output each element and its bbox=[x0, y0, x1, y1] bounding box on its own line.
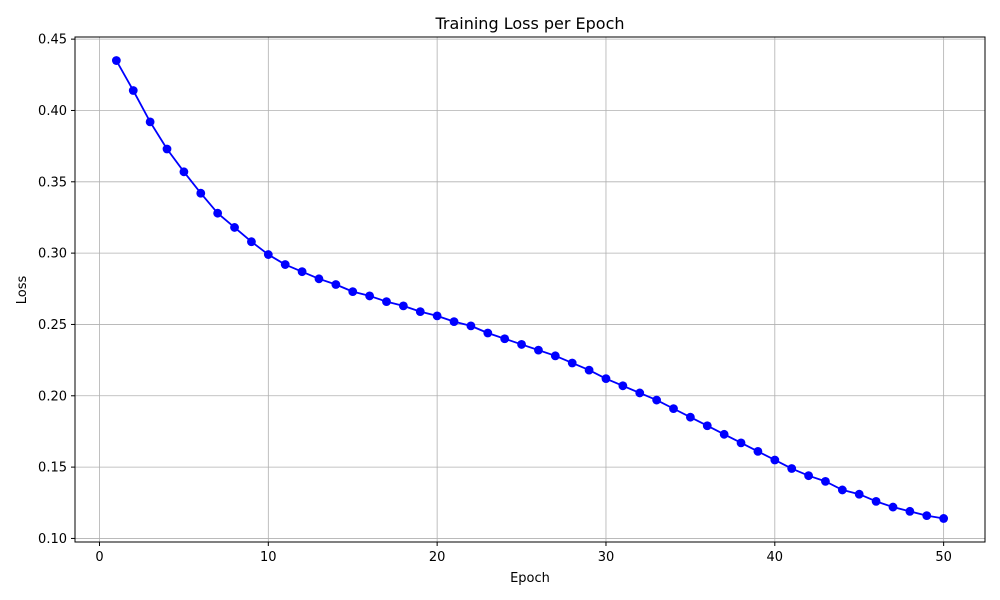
data-point bbox=[618, 381, 628, 391]
x-tick-label: 30 bbox=[598, 550, 615, 565]
data-point bbox=[432, 311, 442, 321]
data-point bbox=[247, 237, 256, 247]
y-tick-label: 0.10 bbox=[38, 532, 67, 547]
y-tick-label: 0.20 bbox=[38, 389, 67, 404]
data-point bbox=[652, 395, 662, 405]
data-point bbox=[888, 502, 898, 512]
data-point bbox=[179, 167, 189, 177]
data-point bbox=[230, 223, 239, 232]
data-point bbox=[837, 485, 847, 495]
data-point bbox=[702, 421, 712, 431]
data-point bbox=[111, 56, 121, 65]
data-point bbox=[601, 374, 611, 384]
data-point bbox=[787, 464, 797, 473]
data-point bbox=[871, 496, 881, 506]
chart-title: Training Loss per Epoch bbox=[434, 14, 624, 33]
data-point bbox=[550, 351, 560, 361]
x-axis-title: Epoch bbox=[510, 571, 550, 586]
y-tick-label: 0.40 bbox=[38, 104, 67, 119]
axis-ticks: 0 10 20 30 40 50 0.10 0.15 0.20 0.25 0.30 0.35 0.40 0… bbox=[38, 33, 952, 565]
y-axis-title: Loss bbox=[15, 276, 30, 305]
data-point bbox=[297, 267, 307, 277]
data-point bbox=[804, 471, 813, 481]
data-point bbox=[280, 260, 290, 269]
data-point bbox=[567, 358, 577, 368]
data-point bbox=[196, 188, 206, 198]
data-point bbox=[128, 86, 138, 95]
data-point bbox=[821, 476, 830, 486]
data-point bbox=[736, 438, 746, 448]
data-point bbox=[145, 117, 155, 127]
plot-frame bbox=[74, 36, 986, 543]
series-layer bbox=[111, 56, 949, 523]
y-tick-label: 0.45 bbox=[38, 33, 67, 48]
y-tick-label: 0.30 bbox=[38, 247, 67, 262]
y-tick-label: 0.25 bbox=[38, 318, 67, 333]
data-point bbox=[770, 455, 780, 465]
data-point bbox=[415, 307, 425, 317]
data-point bbox=[685, 412, 695, 422]
data-point bbox=[905, 506, 915, 516]
data-point bbox=[517, 340, 526, 349]
x-tick-label: 10 bbox=[260, 550, 277, 565]
data-point bbox=[584, 365, 594, 375]
data-point bbox=[753, 447, 763, 456]
data-point bbox=[939, 514, 949, 523]
data-point bbox=[719, 429, 729, 439]
data-point bbox=[382, 297, 391, 307]
data-point bbox=[669, 404, 678, 414]
data-point bbox=[162, 144, 172, 154]
data-point bbox=[854, 489, 864, 499]
x-tick-label: 0 bbox=[95, 550, 103, 565]
data-point bbox=[483, 328, 493, 338]
data-point bbox=[348, 287, 358, 297]
data-point bbox=[398, 301, 408, 311]
y-tick-label: 0.15 bbox=[38, 461, 67, 476]
data-point bbox=[365, 291, 375, 301]
x-tick-label: 20 bbox=[429, 550, 446, 565]
data-point bbox=[263, 250, 273, 259]
data-point bbox=[213, 208, 223, 218]
data-point bbox=[635, 388, 645, 398]
y-tick-label: 0.35 bbox=[38, 175, 67, 190]
x-tick-label: 40 bbox=[767, 550, 784, 565]
data-point bbox=[314, 274, 324, 284]
data-point bbox=[449, 317, 459, 326]
grid-lines bbox=[75, 37, 985, 542]
data-point bbox=[922, 511, 932, 521]
data-point bbox=[500, 334, 510, 344]
data-point bbox=[466, 321, 476, 331]
data-point bbox=[331, 280, 341, 289]
data-point bbox=[534, 345, 543, 355]
x-tick-label: 50 bbox=[935, 550, 952, 565]
